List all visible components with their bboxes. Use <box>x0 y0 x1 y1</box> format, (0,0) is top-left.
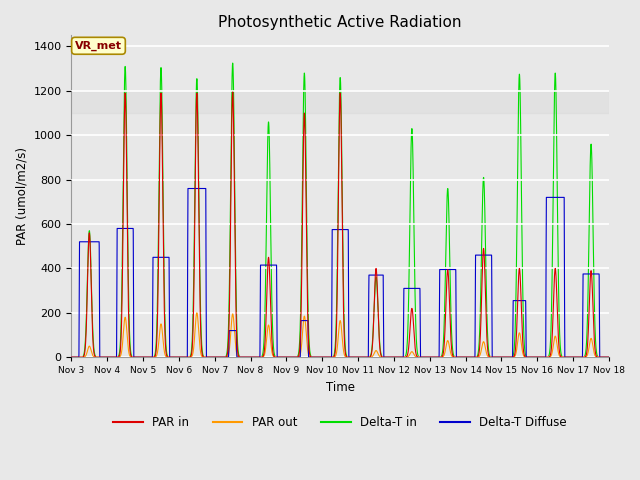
Bar <box>72 91 609 113</box>
Text: VR_met: VR_met <box>75 41 122 51</box>
Y-axis label: PAR (umol/m2/s): PAR (umol/m2/s) <box>15 147 28 245</box>
Title: Photosynthetic Active Radiation: Photosynthetic Active Radiation <box>218 15 462 30</box>
Legend: PAR in, PAR out, Delta-T in, Delta-T Diffuse: PAR in, PAR out, Delta-T in, Delta-T Dif… <box>109 411 572 434</box>
X-axis label: Time: Time <box>326 381 355 394</box>
